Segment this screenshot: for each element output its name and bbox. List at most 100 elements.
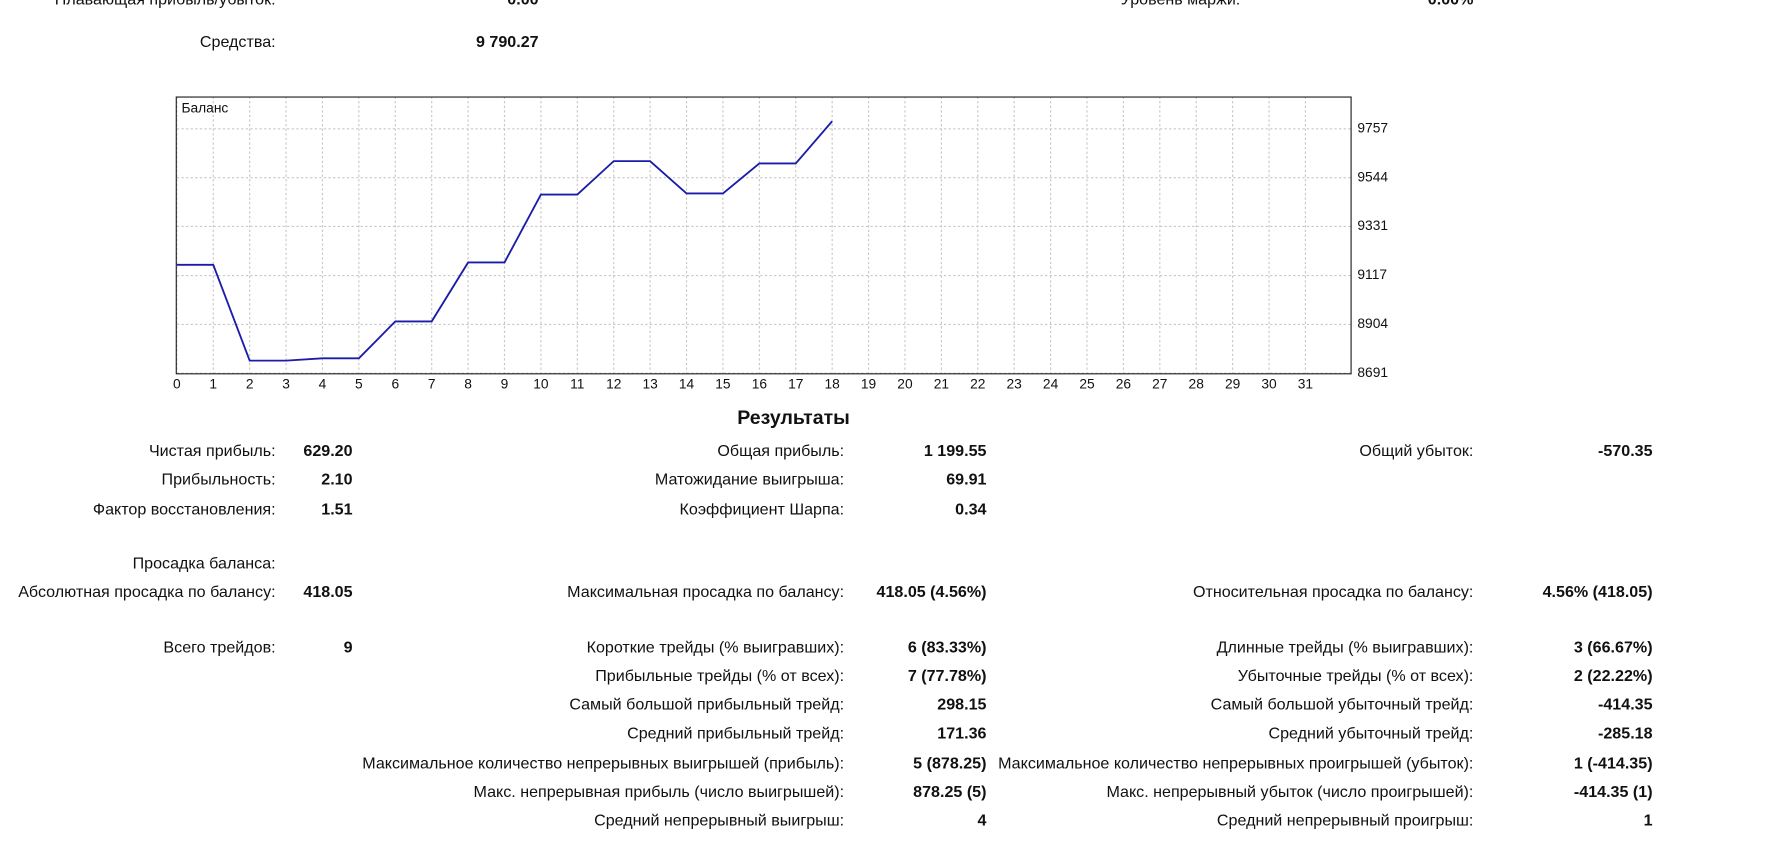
stat-label: Относительная просадка по балансу: [1192, 582, 1474, 601]
stat-value: 1.51 [321, 499, 353, 518]
stat-label: Макс. непрерывная прибыль (число выигрыш… [473, 782, 845, 801]
stat-label: Матожидание выигрыша: [654, 470, 845, 489]
x-tick-label: 6 [391, 376, 399, 391]
x-tick-label: 12 [606, 376, 621, 391]
stat-value: 9 790.27 [476, 32, 539, 51]
stat-label: Всего трейдов: [163, 636, 276, 656]
stat-label: Уровень маржи: [1121, 0, 1241, 8]
x-tick-label: 20 [897, 376, 913, 391]
stat-value: 0.34 [955, 499, 987, 518]
x-tick-label: 19 [861, 376, 876, 391]
x-tick-label: 16 [752, 376, 768, 391]
x-tick-label: 5 [355, 376, 363, 391]
stat-label: Чистая прибыль: [148, 440, 276, 460]
stat-label: Средний убыточный трейд: [1268, 723, 1474, 743]
stat-label: Средний прибыльный трейд: [627, 723, 845, 743]
x-tick-label: 10 [533, 376, 549, 391]
stat-label: Максимальное количество непрерывных выиг… [362, 752, 845, 772]
y-tick-label: 9117 [1357, 267, 1387, 282]
stat-value: 2 (22.22%) [1573, 665, 1653, 685]
x-tick-label: 1 [209, 376, 217, 391]
x-tick-label: 13 [642, 376, 658, 391]
stat-value: 0.00% [1428, 0, 1474, 8]
stat-value: 171.36 [937, 723, 987, 743]
x-tick-label: 21 [934, 376, 949, 391]
stat-label: Средний непрерывный выигрыш: [594, 811, 845, 830]
stat-label: Максимальная просадка по балансу: [567, 582, 845, 601]
y-tick-label: 8691 [1357, 365, 1388, 380]
stat-value: 0.00 [507, 0, 538, 8]
stat-label: Общая прибыль: [717, 440, 845, 460]
stat-value: 1 199.55 [923, 440, 987, 460]
stat-value: 418.05 [303, 582, 353, 601]
stat-value: 1 (-414.35) [1573, 752, 1653, 772]
stat-label: Макс. непрерывный убыток (число проигрыш… [1106, 782, 1474, 801]
x-tick-label: 31 [1298, 376, 1313, 391]
stat-label: Убыточные трейды (% от всех): [1237, 665, 1474, 685]
x-tick-label: 11 [570, 376, 584, 391]
x-tick-label: 26 [1116, 376, 1132, 391]
stat-label: Фактор восстановления: [92, 499, 276, 518]
stat-value: 1 [1643, 811, 1653, 830]
stat-value: -414.35 [1598, 694, 1653, 714]
x-tick-label: 4 [319, 376, 327, 391]
stat-value: -414.35 (1) [1573, 782, 1653, 801]
stat-label: Прибыльность: [161, 470, 276, 489]
stat-label: Прибыльные трейды (% от всех): [595, 665, 845, 685]
stat-value: 418.05 (4.56%) [876, 582, 987, 601]
stat-label: Коэффициент Шарпа: [679, 499, 845, 518]
stat-value: -285.18 [1598, 723, 1653, 743]
stat-label: Просадка баланса: [132, 553, 276, 572]
chart-title: Баланс [181, 101, 228, 116]
stat-label: Средний непрерывный проигрыш: [1216, 811, 1474, 830]
stat-value: 878.25 (5) [913, 782, 987, 801]
x-tick-label: 7 [428, 376, 436, 391]
x-tick-label: 8 [464, 376, 472, 391]
x-tick-label: 9 [501, 376, 509, 391]
y-tick-label: 9544 [1357, 169, 1388, 184]
stat-value: -570.35 [1598, 440, 1653, 460]
x-tick-label: 28 [1189, 376, 1205, 391]
stat-label: Абсолютная просадка по балансу: [18, 582, 276, 601]
stat-label: Максимальное количество непрерывных прои… [998, 752, 1474, 772]
y-tick-label: 9757 [1357, 120, 1388, 135]
stat-value: 4.56% (418.05) [1542, 582, 1653, 601]
stat-label: Короткие трейды (% выигравших): [586, 636, 845, 656]
stat-value: 5 (878.25) [913, 752, 987, 772]
stat-label: Средства: [199, 32, 276, 51]
x-tick-label: 22 [970, 376, 985, 391]
stat-value: 7 (77.78%) [907, 665, 987, 685]
y-tick-label: 8904 [1357, 316, 1388, 331]
stat-label: Длинные трейды (% выигравших): [1216, 636, 1474, 656]
stat-label: Общий убыток: [1359, 440, 1474, 460]
stat-label: Самый большой прибыльный трейд: [569, 694, 845, 714]
x-tick-label: 0 [173, 376, 181, 391]
stat-value: 4 [977, 811, 987, 830]
section-title: Результаты [737, 406, 850, 429]
plot-frame [175, 96, 1352, 375]
stat-value: 69.91 [946, 470, 987, 489]
x-tick-label: 24 [1043, 376, 1059, 391]
stat-value: 6 (83.33%) [907, 636, 987, 656]
x-tick-label: 2 [246, 376, 254, 391]
stat-value: 2.10 [321, 470, 353, 489]
stat-label: Самый большой убыточный трейд: [1210, 694, 1474, 714]
stat-label: Плавающая прибыль/убыток: [55, 0, 276, 8]
x-tick-label: 25 [1079, 376, 1095, 391]
stat-value: 3 (66.67%) [1573, 636, 1653, 656]
x-tick-label: 23 [1007, 376, 1023, 391]
x-tick-label: 27 [1152, 376, 1167, 391]
stat-value: 298.15 [937, 694, 987, 714]
x-tick-label: 30 [1261, 376, 1277, 391]
x-tick-label: 3 [282, 376, 290, 391]
x-tick-label: 17 [788, 376, 803, 391]
x-tick-label: 15 [715, 376, 731, 391]
x-tick-label: 18 [825, 376, 841, 391]
x-tick-label: 14 [679, 376, 695, 391]
stat-value: 9 [343, 636, 353, 656]
x-tick-label: 29 [1225, 376, 1240, 391]
y-tick-label: 9331 [1357, 218, 1388, 233]
stat-value: 629.20 [303, 440, 353, 460]
